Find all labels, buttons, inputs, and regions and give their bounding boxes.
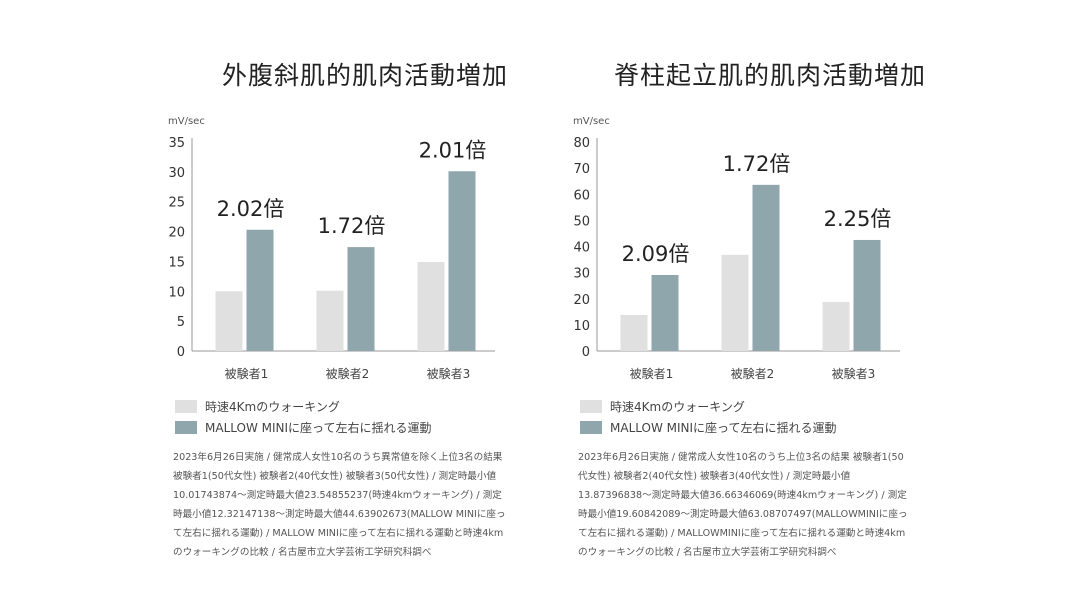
- legend-label: MALLOW MINIに座って左右に揺れる運動: [205, 421, 432, 435]
- y-tick-label: 0: [177, 345, 185, 360]
- ratio-annotation: 1.72倍: [318, 214, 386, 238]
- y-axis-unit: mV/sec: [168, 116, 205, 127]
- y-tick-label: 10: [573, 319, 590, 334]
- bar-series2-3: [448, 171, 476, 351]
- bar-series1-2: [721, 254, 749, 351]
- y-tick-label: 40: [573, 241, 590, 256]
- y-tick-label: 5: [177, 315, 185, 330]
- footnote: 2023年6月26日実施 / 健常成人女性10名のうち上位3名の結果 被験者1(…: [578, 452, 908, 558]
- x-tick-label: 被験者1: [630, 366, 674, 381]
- chart-panel-2: 脊柱起立肌的肌肉活動増加 mV/sec 0 10 20 30 40 50 60 70 80 被験者1 2…: [570, 0, 970, 615]
- legend-swatch: [580, 400, 602, 413]
- legend-label: 時速4Kmのウォーキング: [610, 400, 745, 414]
- legend-item: 時速4Kmのウォーキング: [580, 396, 836, 417]
- x-tick-label: 被験者3: [832, 366, 876, 381]
- y-tick-label: 25: [168, 196, 185, 211]
- bar-series2-1: [651, 274, 679, 351]
- y-tick-label: 35: [168, 136, 185, 151]
- legend-item: 時速4Kmのウォーキング: [175, 396, 431, 417]
- bar-series2-2: [752, 184, 780, 351]
- legend-item: MALLOW MINIに座って左右に揺れる運動: [580, 417, 836, 438]
- y-tick-label: 10: [168, 285, 185, 300]
- bar-series1-1: [215, 291, 243, 351]
- y-tick-label: 30: [168, 166, 185, 181]
- footnote: 2023年6月26日実施 / 健常成人女性10名のうち異常値を除く上位3名の結果…: [173, 452, 506, 558]
- legend-item: MALLOW MINIに座って左右に揺れる運動: [175, 417, 431, 438]
- y-tick-label: 50: [573, 214, 590, 229]
- legend: 時速4Kmのウォーキング MALLOW MINIに座って左右に揺れる運動: [580, 396, 836, 438]
- bar-series1-2: [316, 290, 344, 351]
- bar-series2-2: [347, 247, 375, 351]
- y-tick-label: 20: [168, 226, 185, 241]
- x-tick-label: 被験者3: [427, 366, 471, 381]
- y-tick-label: 30: [573, 267, 590, 282]
- y-tick-label: 20: [573, 293, 590, 308]
- bar-series2-1: [246, 229, 274, 351]
- ratio-annotation: 2.02倍: [217, 197, 285, 221]
- x-tick-label: 被験者1: [225, 366, 269, 381]
- legend-label: MALLOW MINIに座って左右に揺れる運動: [610, 421, 837, 435]
- chart-title: 脊柱起立肌的肌肉活動増加: [613, 61, 926, 90]
- y-tick-label: 70: [573, 162, 590, 177]
- legend-swatch: [175, 421, 197, 434]
- bar-series2-3: [853, 239, 881, 351]
- chart-panel-1: 外腹斜肌的肌肉活動増加 mV/sec 0 5 10 15 20 25 30 35 被験者1 2.02倍…: [165, 0, 565, 615]
- legend-swatch: [175, 400, 197, 413]
- y-tick-label: 15: [168, 255, 185, 270]
- ratio-annotation: 2.01倍: [419, 138, 487, 162]
- y-tick-label: 80: [573, 136, 590, 151]
- legend: 時速4Kmのウォーキング MALLOW MINIに座って左右に揺れる運動: [175, 396, 431, 438]
- y-tick-label: 0: [582, 345, 590, 360]
- bar-series1-3: [822, 301, 850, 351]
- y-axis-unit: mV/sec: [573, 116, 610, 127]
- ratio-annotation: 1.72倍: [723, 152, 791, 176]
- bar-series1-3: [417, 262, 445, 351]
- bar-series1-1: [620, 314, 648, 351]
- x-tick-label: 被験者2: [326, 366, 370, 381]
- x-tick-label: 被験者2: [731, 366, 775, 381]
- ratio-annotation: 2.25倍: [824, 207, 892, 231]
- ratio-annotation: 2.09倍: [622, 242, 690, 266]
- y-tick-label: 60: [573, 188, 590, 203]
- legend-label: 時速4Kmのウォーキング: [205, 400, 340, 414]
- legend-swatch: [580, 421, 602, 434]
- chart-title: 外腹斜肌的肌肉活動増加: [221, 61, 508, 90]
